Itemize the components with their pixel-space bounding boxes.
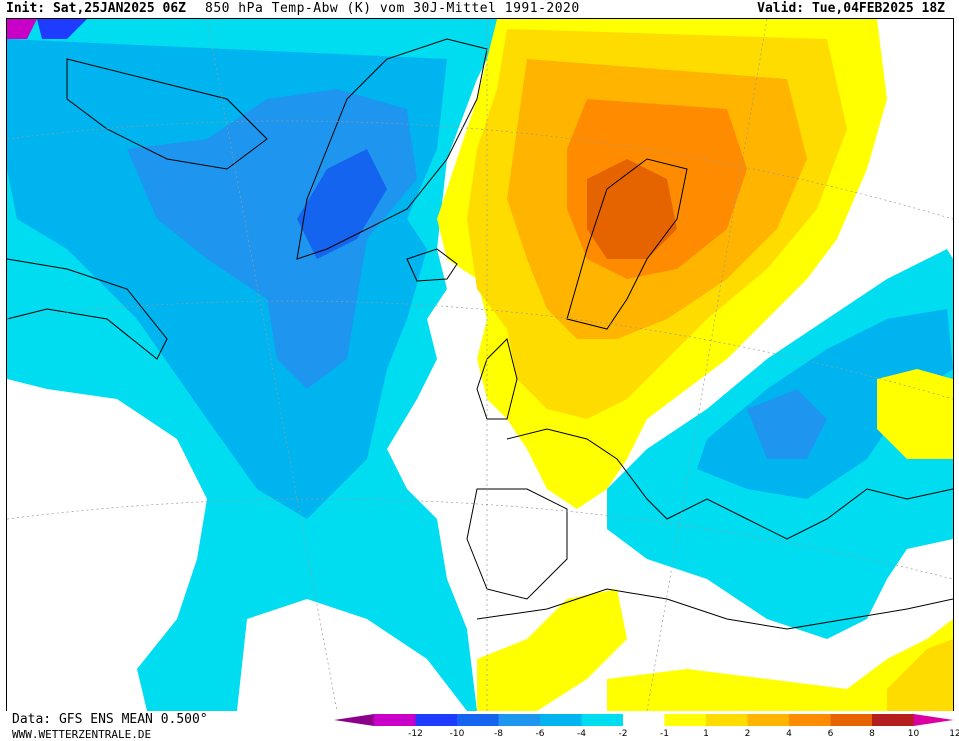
website: WWW.WETTERZENTRALE.DE <box>12 728 152 741</box>
legend-tick-label: 10 <box>907 729 920 739</box>
legend-tick-label: 6 <box>827 729 834 739</box>
legend-tick-label: -1 <box>660 729 669 739</box>
anomaly-area-plus1-southeast <box>607 619 953 711</box>
legend-tick-label: -4 <box>577 729 586 739</box>
anomaly-area-plus1-africa <box>477 589 627 711</box>
neutral-area-south <box>237 599 467 711</box>
valid-time: Valid: Tue,04FEB2025 18Z <box>757 1 945 16</box>
map-canvas <box>7 19 953 711</box>
anomaly-area-minus8 <box>297 149 387 259</box>
iberia-coast <box>466 488 568 600</box>
anomaly-area-minus4-med <box>697 309 953 499</box>
legend-swatch <box>872 714 914 726</box>
legend-tick-label: 8 <box>869 729 875 739</box>
legend-swatch <box>830 714 872 726</box>
anomaly-area-minus6-med <box>747 389 827 459</box>
europe-coast <box>506 428 953 540</box>
init-time: Init: Sat,25JAN2025 06Z <box>6 1 187 16</box>
canada-coast <box>7 258 168 360</box>
anomaly-area-plus1-east <box>877 369 953 459</box>
legend-swatch <box>789 714 831 726</box>
arctic-islands <box>66 58 268 170</box>
anomaly-area-plus2-southeast <box>887 639 953 711</box>
neutral-area-southwest <box>7 379 207 711</box>
legend-tick-label: -6 <box>535 729 545 739</box>
legend-swatch <box>581 714 623 726</box>
legend-swatch <box>747 714 789 726</box>
map-footer: Data: GFS ENS MEAN 0.500° WWW.WETTERZENT… <box>0 711 959 741</box>
color-legend: -12 -10 -8 -6 -4 -2 -1 1 2 4 6 8 10 12 <box>334 711 959 741</box>
coastlines <box>7 38 953 630</box>
map-title: 850 hPa Temp-Abw (K) vom 30J-Mittel 1991… <box>205 1 580 16</box>
legend-swatch <box>540 714 582 726</box>
map-header: Init: Sat,25JAN2025 06Z 850 hPa Temp-Abw… <box>0 0 959 18</box>
legend-swatch <box>664 714 706 726</box>
legend-swatch <box>374 714 416 726</box>
legend-swatch <box>706 714 748 726</box>
legend-swatch <box>415 714 457 726</box>
data-source: Data: GFS ENS MEAN 0.500° <box>12 712 208 727</box>
legend-tick-label: 12 <box>949 729 959 739</box>
legend-bar <box>334 714 954 726</box>
legend-tick-label: -2 <box>618 729 628 739</box>
legend-tick-label: -8 <box>494 729 503 739</box>
anomaly-area-plus8 <box>587 159 677 259</box>
legend-tick-label: 2 <box>744 729 751 739</box>
graticule <box>7 19 953 711</box>
scandinavia-coast <box>566 158 688 330</box>
legend-swatch <box>498 714 540 726</box>
legend-arrow-low <box>334 714 374 726</box>
anomaly-map <box>6 18 954 712</box>
legend-tick-label: -10 <box>449 729 465 739</box>
africa-coast <box>476 588 953 630</box>
legend-tick-label: -12 <box>408 729 423 739</box>
legend-tick-label: 4 <box>786 729 792 739</box>
britain-coast <box>476 338 518 420</box>
anomaly-area-minus10 <box>37 19 87 39</box>
legend-swatch <box>623 714 665 726</box>
iceland-coast <box>406 248 458 282</box>
anomaly-area-minus12 <box>7 19 37 39</box>
legend-tick-label: 1 <box>703 729 709 739</box>
legend-swatch <box>457 714 499 726</box>
legend-arrow-high <box>913 714 954 726</box>
